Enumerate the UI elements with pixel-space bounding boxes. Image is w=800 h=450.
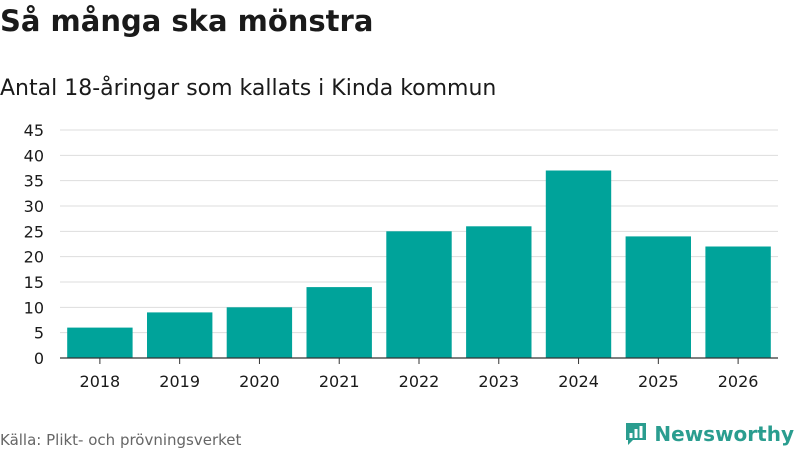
x-tick-label: 2021 [319, 372, 360, 391]
bars [67, 170, 771, 358]
bar-2018 [67, 327, 133, 358]
bar-2025 [625, 236, 691, 358]
bar-2026 [705, 246, 771, 358]
x-tick-label: 2019 [159, 372, 200, 391]
y-tick-label: 40 [24, 146, 44, 165]
y-tick-label: 0 [34, 349, 44, 368]
x-tick-label: 2018 [80, 372, 121, 391]
y-tick-label: 45 [24, 121, 44, 140]
bar-2023 [466, 226, 532, 358]
bar-2020 [226, 307, 293, 358]
bar-2024 [545, 170, 612, 358]
x-tick-label: 2020 [239, 372, 280, 391]
x-tick-label: 2024 [558, 372, 599, 391]
y-tick-label: 20 [24, 248, 44, 267]
x-axis-ticks: 2018 2019 2020 2021 2022 2023 2024 2025 2026 [80, 358, 759, 391]
y-tick-label: 5 [34, 324, 44, 343]
bar-2021 [306, 287, 372, 358]
bar-2022 [386, 231, 452, 358]
brand-logo[interactable]: Newsworthy [624, 421, 794, 447]
y-tick-label: 10 [24, 298, 44, 317]
chart-title: Så många ska mönstra [0, 4, 374, 38]
y-tick-label: 35 [24, 172, 44, 191]
y-tick-label: 15 [24, 273, 44, 292]
newsworthy-logo-icon [626, 423, 647, 445]
y-tick-label: 30 [24, 197, 44, 216]
y-tick-label: 25 [24, 222, 44, 241]
x-tick-label: 2025 [638, 372, 679, 391]
source-note: Källa: Plikt- och prövningsverket [0, 431, 242, 449]
x-tick-label: 2022 [399, 372, 440, 391]
bar-2019 [147, 312, 213, 358]
y-axis-ticks: 0 5 10 15 20 25 30 35 40 45 [24, 121, 44, 368]
x-tick-label: 2023 [478, 372, 519, 391]
brand-name: Newsworthy [654, 422, 794, 446]
chart-subtitle: Antal 18-åringar som kallats i Kinda kom… [0, 76, 497, 101]
x-tick-label: 2026 [718, 372, 759, 391]
